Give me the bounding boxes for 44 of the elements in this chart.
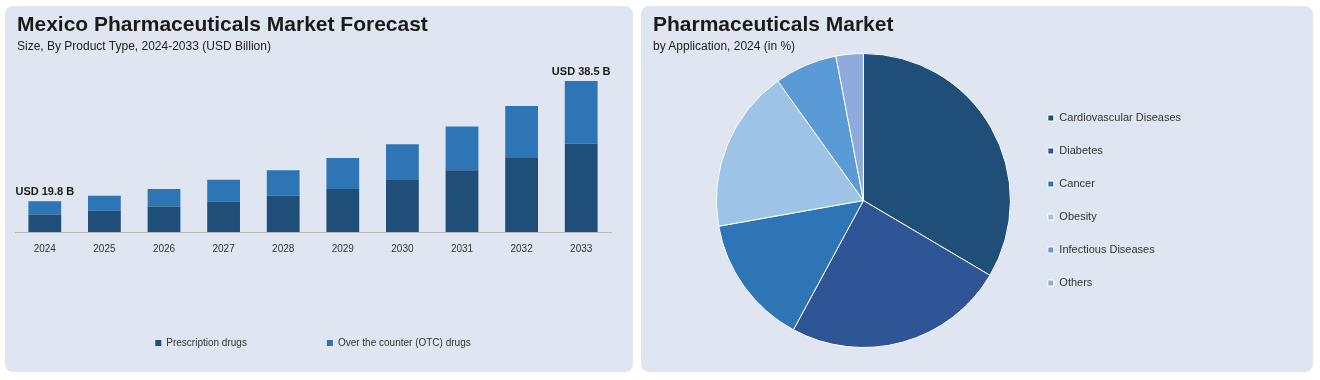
legend-label: Cancer [1059, 177, 1096, 190]
chart-subtitle: Size, By Product Type, 2024-2033 (USD Billion) [17, 39, 272, 53]
bar [445, 126, 479, 171]
legend-label: Over the counter (OTC) drugs [337, 336, 471, 348]
legend-label: Cardiovascular Diseases [1059, 111, 1182, 124]
bar [445, 170, 479, 232]
legend-label: Obesity [1059, 210, 1098, 223]
chart-title: Mexico Pharmaceuticals Market Forecast [17, 12, 429, 36]
legend-label: Diabetes [1059, 144, 1104, 157]
x-tick-label: 2026 [152, 242, 176, 254]
bar [147, 206, 181, 232]
bar [266, 195, 300, 232]
total-label: USD 38.5 B [551, 64, 611, 77]
x-tick-label: 2025 [93, 242, 116, 254]
x-tick-label: 2033 [570, 242, 593, 254]
bar [326, 189, 360, 232]
bar [88, 210, 121, 232]
bar [386, 179, 419, 232]
x-tick-label: 2024 [33, 242, 57, 254]
chart-subtitle: by Application, 2024 (in %) [653, 39, 797, 53]
bar [28, 201, 62, 215]
bar [326, 158, 360, 189]
legend-label: Infectious Diseases [1059, 243, 1156, 256]
total-label: USD 19.8 B [15, 184, 75, 197]
bar [505, 106, 538, 159]
x-tick-label: 2027 [212, 242, 236, 254]
x-tick-label: 2030 [391, 242, 414, 254]
bar [564, 81, 598, 144]
bar [564, 143, 598, 232]
chart-title: Pharmaceuticals Market [653, 12, 895, 36]
legend-label: Prescription drugs [166, 336, 247, 348]
bar [207, 179, 240, 202]
x-tick-label: 2032 [510, 242, 534, 254]
bar [505, 158, 538, 232]
bar [28, 214, 62, 232]
x-tick-label: 2028 [272, 242, 295, 254]
x-tick-label: 2031 [450, 242, 474, 254]
bar [386, 144, 419, 180]
bar [207, 201, 240, 232]
legend-label: Others [1059, 276, 1093, 289]
bar [88, 195, 121, 211]
bar [147, 189, 181, 207]
x-tick-label: 2029 [331, 242, 355, 254]
bar [266, 170, 300, 196]
